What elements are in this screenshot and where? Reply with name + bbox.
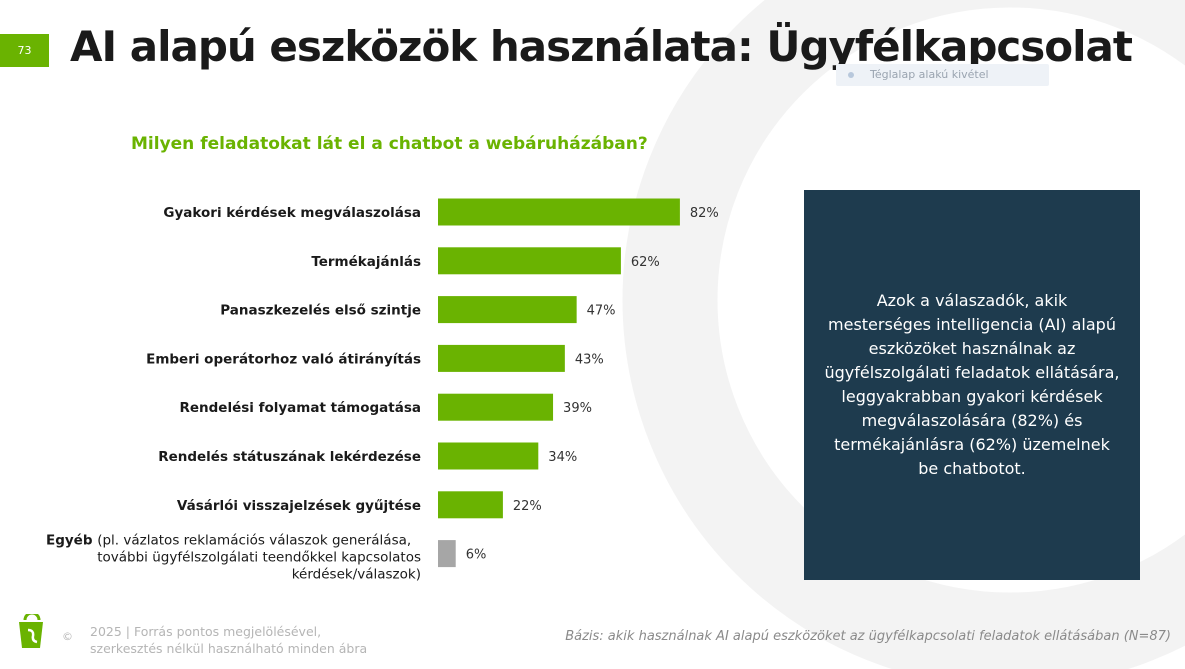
chart-question: Milyen feladatokat lát el a chatbot a we… [131,134,648,154]
bar-value-label: 39% [563,401,592,416]
category-label: Gyakori kérdések megválaszolása [163,205,421,221]
category-label: Vásárlói visszajelzések gyűjtése [177,498,421,514]
category-label: Egyéb (pl. vázlatos reklamációs válaszok… [46,533,411,549]
bar [438,442,539,470]
category-label: Rendelés státuszának lekérdezése [158,449,421,465]
bar [438,344,565,372]
bar [438,393,554,421]
bar-value-label: 82% [690,206,719,221]
info-box-text: Azok a válaszadók, akik mesterséges inte… [824,291,1120,478]
bar-value-label: 47% [587,304,616,319]
category-note-line: kérdések/válaszok) [292,567,421,583]
category-label-bold: Egyéb [46,533,97,549]
page-title: AI alapú eszközök használata: Ügyfélkapc… [70,22,1133,71]
bar-value-label: 6% [466,548,487,563]
bar-chart: 82% Gyakori kérdések megválaszolása 62% Ter… [46,198,719,583]
category-label: Emberi operátorhoz való átirányítás [146,351,421,367]
footer-basis: Bázis: akik használnak AI alapú eszközök… [565,629,1171,644]
brand-logo-icon [19,614,43,648]
info-box: Azok a válaszadók, akik mesterséges inte… [804,190,1140,580]
footer-line-1: 2025 | Forrás pontos megjelölésével, [90,624,322,639]
category-label: Panaszkezelés első szintje [220,303,421,319]
footer-source: 2025 | Forrás pontos megjelölésével, sze… [90,623,367,657]
placeholder-shape-label: Téglalap alakú kivétel [836,64,1049,86]
placeholder-text: Téglalap alakú kivétel [870,68,989,81]
category-note-line: (pl. vázlatos reklamációs válaszok gener… [97,533,411,549]
bar-value-label: 43% [575,352,604,367]
bar-value-label: 62% [631,255,660,270]
bar-value-label: 22% [513,499,542,514]
bar [438,540,456,568]
copyright-symbol: © [62,630,73,643]
bar [438,247,621,275]
footer-line-2: szerkesztés nélkül használható minden áb… [90,641,368,656]
bar [438,491,503,519]
bar [438,198,680,226]
bar-value-label: 34% [548,450,577,465]
placeholder-dot-icon [848,72,854,78]
category-label: Termékajánlás [311,254,421,270]
category-label: Rendelési folyamat támogatása [179,400,421,416]
category-note-line: további ügyfélszolgálati teendőkkel kapc… [97,550,421,566]
bar [438,296,577,324]
page-number: 73 [0,34,49,67]
